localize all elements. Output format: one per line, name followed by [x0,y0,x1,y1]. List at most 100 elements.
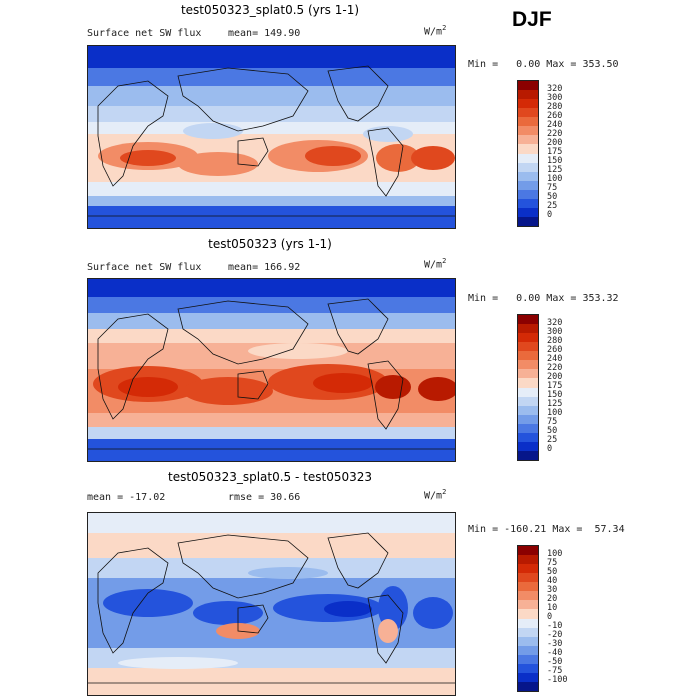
colorbar-swatch [518,396,538,406]
panel-1-mean-label: mean= 149.90 [228,28,301,39]
panel-1-colorbar [517,80,539,227]
colorbar-tick-label: 240 [547,119,563,130]
colorbar-tick-label: 175 [547,147,563,157]
panel-2-mean-label: mean= 166.92 [228,262,301,273]
panel-1-field-label: Surface net SW flux [87,28,202,39]
colorbar-tick-label: 300 [547,92,563,103]
colorbar-swatch [518,582,538,592]
colorbar-tick-label: -40 [547,648,563,659]
colorbar-tick-label: 100 [547,548,563,559]
colorbar-tick-label: 100 [547,174,563,185]
colorbar-tick-label: 260 [547,344,563,355]
colorbar-swatch [518,663,538,673]
colorbar-swatch [518,153,538,163]
colorbar-tick-label: -20 [547,630,563,641]
colorbar-tick-label: 50 [547,426,558,437]
colorbar-swatch [518,315,538,325]
colorbar-swatch [518,387,538,397]
colorbar-tick-label: 125 [547,165,563,176]
colorbar-swatch [518,627,538,637]
colorbar-swatch [518,441,538,451]
panel-2-min-label: Min = 0.00 Max = 353.32 [468,293,619,304]
colorbar-swatch [518,591,538,601]
colorbar-tick-label: 30 [547,584,558,595]
colorbar-tick-label: 0 [547,444,553,455]
colorbar-swatch [518,162,538,172]
colorbar-swatch [518,555,538,565]
colorbar-swatch [518,117,538,127]
colorbar-swatch [518,144,538,154]
colorbar-tick-label: -50 [547,657,563,668]
colorbar-swatch [518,423,538,433]
panel-2-field-label: Surface net SW flux [87,262,202,273]
colorbar-tick-label: -10 [547,621,563,632]
colorbar-tick-label: 100 [547,408,563,419]
panel-3-rmse-label: rmse = 30.66 [228,492,301,503]
colorbar-swatch [518,135,538,145]
colorbar-tick-label: 25 [547,201,558,212]
colorbar-swatch [518,189,538,199]
colorbar-swatch [518,600,538,610]
colorbar-tick-label: 20 [547,593,558,604]
colorbar-tick-label: 220 [547,128,563,139]
panel-1-map [87,45,456,229]
colorbar-swatch [518,432,538,442]
panel-3-min-label: Min = -160.21 Max = 57.34 [468,524,625,535]
colorbar-swatch [518,609,538,619]
colorbar-tick-label: -30 [547,639,563,650]
colorbar-swatch [518,360,538,370]
colorbar-tick-label: 50 [547,566,558,577]
colorbar-swatch [518,351,538,361]
colorbar-tick-label: 260 [547,110,563,121]
colorbar-tick-label: 320 [547,83,563,94]
colorbar-tick-label: 175 [547,381,563,391]
colorbar-swatch [518,546,538,556]
colorbar-tick-label: 75 [547,183,558,194]
panel-1-min-label: Min = 0.00 Max = 353.50 [468,59,619,70]
colorbar-swatch [518,81,538,91]
colorbar-tick-label: 75 [547,417,558,428]
colorbar-swatch [518,378,538,388]
colorbar-tick-label: 10 [547,602,558,613]
colorbar-tick-label: 300 [547,326,563,337]
panel-3-title: test050323_splat0.5 - test050323 [167,470,372,484]
colorbar-swatch [518,636,538,646]
colorbar-swatch [518,405,538,415]
colorbar-tick-label: 25 [547,435,558,446]
colorbar-swatch [518,207,538,217]
panel-1-colorbar-ticks: 320 300 280 260 240 220 200 175 150 125 100 75 50 25 0 [547,80,587,227]
panel-2-colorbar [517,314,539,461]
colorbar-swatch [518,126,538,136]
colorbar-tick-label: 220 [547,362,563,373]
colorbar-swatch [518,324,538,334]
colorbar-swatch [518,564,538,574]
panel-2-units: W/m2 [424,257,447,271]
panel-2-map [87,278,456,462]
colorbar-swatch [518,180,538,190]
panel-2-title: test050323 (yrs 1-1) [208,237,332,251]
colorbar-tick-label: 150 [547,390,563,401]
season-label: DJF [512,8,552,31]
colorbar-tick-label: 280 [547,101,563,112]
colorbar-swatch [518,654,538,664]
panel-3-map [87,512,456,696]
panel-3-units: W/m2 [424,488,447,502]
panel-3-colorbar [517,545,539,692]
colorbar-tick-label: 0 [547,210,553,221]
colorbar-tick-label: 280 [547,335,563,346]
colorbar-tick-label: -100 [547,675,568,686]
colorbar-swatch [518,681,538,691]
colorbar-tick-label: 200 [547,137,563,148]
colorbar-swatch [518,618,538,628]
panel-1-units: W/m2 [424,24,447,38]
colorbar-tick-label: -75 [547,666,563,677]
panel-3-colorbar-ticks: 100 75 50 40 30 20 10 0 -10 -20 -30 -40 -50 -75 -100 [547,545,587,692]
colorbar-tick-label: 0 [547,612,553,622]
colorbar-swatch [518,99,538,109]
colorbar-tick-label: 50 [547,192,558,203]
colorbar-swatch [518,216,538,226]
panel-1-title: test050323_splat0.5 (yrs 1-1) [180,3,360,17]
panel-3-mean-label: mean = -17.02 [87,492,166,503]
colorbar-swatch [518,90,538,100]
colorbar-tick-label: 125 [547,399,563,410]
